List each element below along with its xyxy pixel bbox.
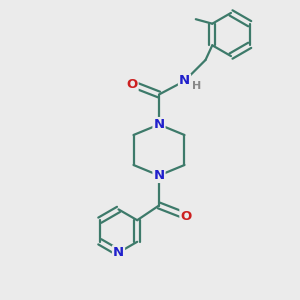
Text: N: N	[153, 169, 165, 182]
Text: H: H	[193, 81, 202, 92]
Text: N: N	[153, 118, 165, 131]
Text: O: O	[126, 77, 138, 91]
Text: O: O	[180, 209, 192, 223]
Text: N: N	[113, 246, 124, 259]
Text: N: N	[179, 74, 190, 88]
